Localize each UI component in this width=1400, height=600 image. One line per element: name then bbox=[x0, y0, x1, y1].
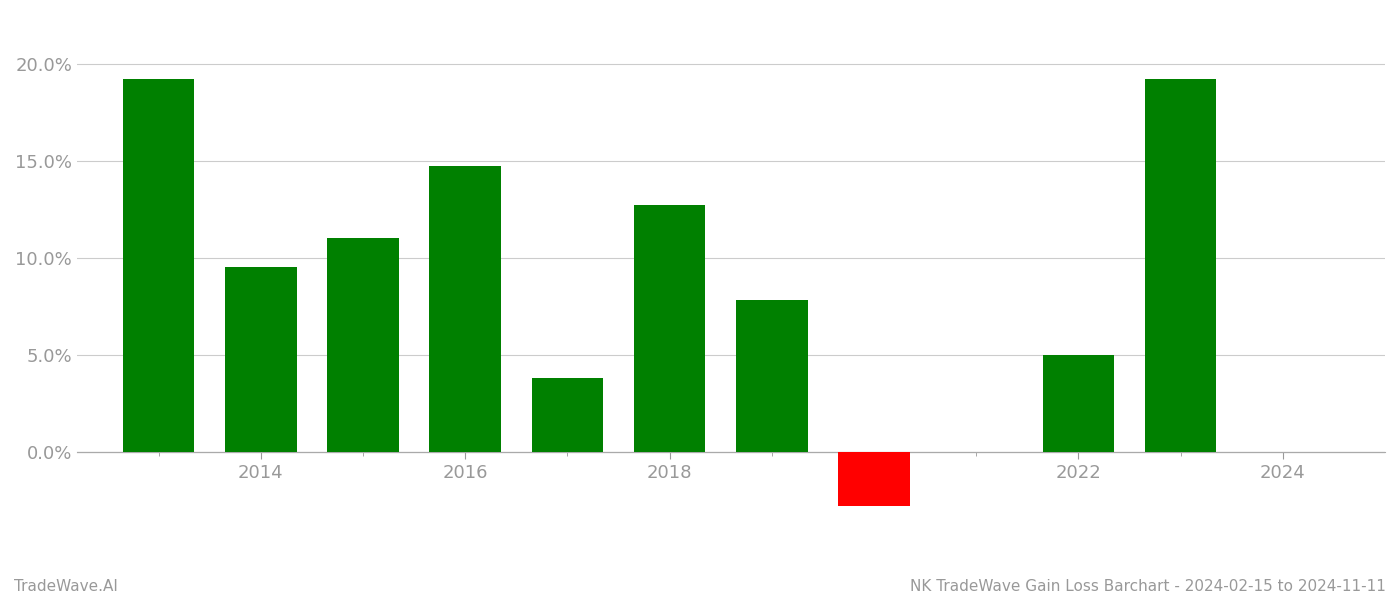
Bar bbox=[328, 238, 399, 452]
Bar bbox=[736, 301, 808, 452]
Bar bbox=[430, 166, 501, 452]
Bar bbox=[839, 452, 910, 506]
Text: NK TradeWave Gain Loss Barchart - 2024-02-15 to 2024-11-11: NK TradeWave Gain Loss Barchart - 2024-0… bbox=[910, 579, 1386, 594]
Bar bbox=[1043, 355, 1114, 452]
Bar bbox=[532, 378, 603, 452]
Bar bbox=[123, 79, 195, 452]
Text: TradeWave.AI: TradeWave.AI bbox=[14, 579, 118, 594]
Bar bbox=[225, 268, 297, 452]
Bar bbox=[1145, 79, 1217, 452]
Bar bbox=[634, 205, 706, 452]
